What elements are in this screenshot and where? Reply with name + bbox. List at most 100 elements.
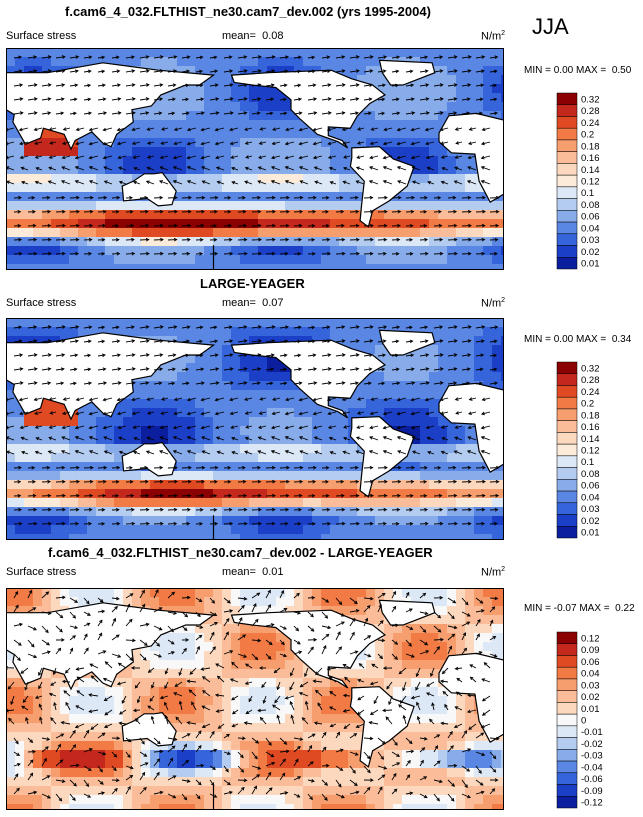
field-cell <box>276 399 286 409</box>
field-cell <box>429 408 439 418</box>
stress-vector-head <box>116 127 121 132</box>
stress-vector-head <box>467 325 472 329</box>
stress-vector <box>313 425 323 429</box>
field-cell <box>177 255 187 265</box>
field-cell <box>177 66 187 76</box>
stress-vector-head <box>370 127 375 131</box>
field-cell <box>96 453 106 463</box>
field-cell <box>240 354 250 364</box>
stress-vector <box>481 141 491 145</box>
panel2-variable: Surface stress <box>6 297 77 309</box>
field-cell <box>384 390 394 400</box>
field-cell <box>15 228 25 238</box>
field-cell <box>402 237 412 247</box>
field-cell <box>42 264 52 270</box>
stress-vector <box>475 112 483 115</box>
field-cell <box>51 399 61 409</box>
stress-vector-head <box>145 180 150 184</box>
field-cell <box>240 192 250 202</box>
stress-vector-head <box>243 325 248 329</box>
stress-vector <box>468 411 477 415</box>
field-cell <box>150 480 160 490</box>
field-cell <box>258 192 268 202</box>
stress-vector-head <box>311 325 316 330</box>
stress-vector-head <box>383 507 388 512</box>
stress-vector <box>69 70 79 73</box>
stress-vector-head <box>227 465 232 470</box>
stress-vector <box>201 141 211 145</box>
stress-vector <box>174 141 183 145</box>
stress-vector-head <box>159 325 164 329</box>
field-cell <box>150 156 160 166</box>
stress-vector-head <box>298 425 303 430</box>
stress-vector <box>369 425 379 429</box>
field-cell <box>186 138 196 148</box>
field-cell <box>420 102 430 112</box>
stress-vector <box>147 397 155 401</box>
field-cell <box>267 408 277 418</box>
stress-vector <box>349 326 359 329</box>
field-cell <box>267 363 277 373</box>
field-cell <box>357 336 367 346</box>
stress-vector-head <box>74 180 79 184</box>
field-cell <box>285 381 295 391</box>
field-cell <box>465 156 475 166</box>
field-cell <box>438 147 448 157</box>
field-cell <box>195 453 205 463</box>
field-cell <box>222 318 232 328</box>
stress-vector-head <box>173 507 178 512</box>
stress-vector-head <box>185 381 190 386</box>
field-cell <box>348 66 358 76</box>
stress-vector <box>405 326 412 329</box>
field-cell <box>321 147 331 157</box>
stress-vector-head <box>341 55 346 59</box>
field-cell <box>276 174 286 184</box>
stress-vector-head <box>410 397 415 402</box>
field-cell <box>204 120 214 130</box>
field-cell <box>105 462 115 472</box>
stress-vector <box>411 411 421 415</box>
stress-vector-head <box>396 397 401 402</box>
field-cell <box>87 228 97 238</box>
stress-vector-head <box>299 195 304 200</box>
stress-vector <box>75 411 85 415</box>
field-cell <box>60 516 70 526</box>
stress-vector-head <box>370 223 374 228</box>
field-cell <box>366 534 376 540</box>
stress-vector-head <box>33 55 38 59</box>
field-cell <box>213 498 223 508</box>
stress-vector <box>307 382 317 385</box>
stress-vector-head <box>159 55 164 59</box>
stress-vector-head <box>87 83 92 88</box>
stress-vector-head <box>116 397 121 402</box>
field-cell <box>465 228 475 238</box>
stress-vector-head <box>103 450 108 454</box>
field-cell <box>186 408 196 418</box>
field-cell <box>213 507 223 517</box>
stress-vector-head <box>383 127 388 132</box>
stress-vector-head <box>102 367 107 372</box>
stress-vector <box>125 98 135 101</box>
field-cell <box>483 345 493 355</box>
field-cell <box>186 516 196 526</box>
field-cell <box>267 453 277 463</box>
stress-vector-head <box>355 436 360 440</box>
field-cell <box>24 336 34 346</box>
field-cell <box>411 147 421 157</box>
field-cell <box>366 111 376 121</box>
field-cell <box>114 264 124 270</box>
stress-vector-head <box>284 69 289 74</box>
stress-vector <box>427 437 435 441</box>
field-cell <box>321 534 331 540</box>
stress-vector <box>475 84 484 87</box>
field-cell <box>447 228 457 238</box>
field-cell <box>114 444 124 454</box>
field-cell <box>240 174 250 184</box>
stress-vector <box>321 368 331 371</box>
field-cell <box>276 183 286 193</box>
field-cell <box>42 444 52 454</box>
field-cell <box>24 534 34 540</box>
field-cell <box>114 237 124 247</box>
field-cell <box>195 93 205 103</box>
field-cell <box>420 219 430 229</box>
